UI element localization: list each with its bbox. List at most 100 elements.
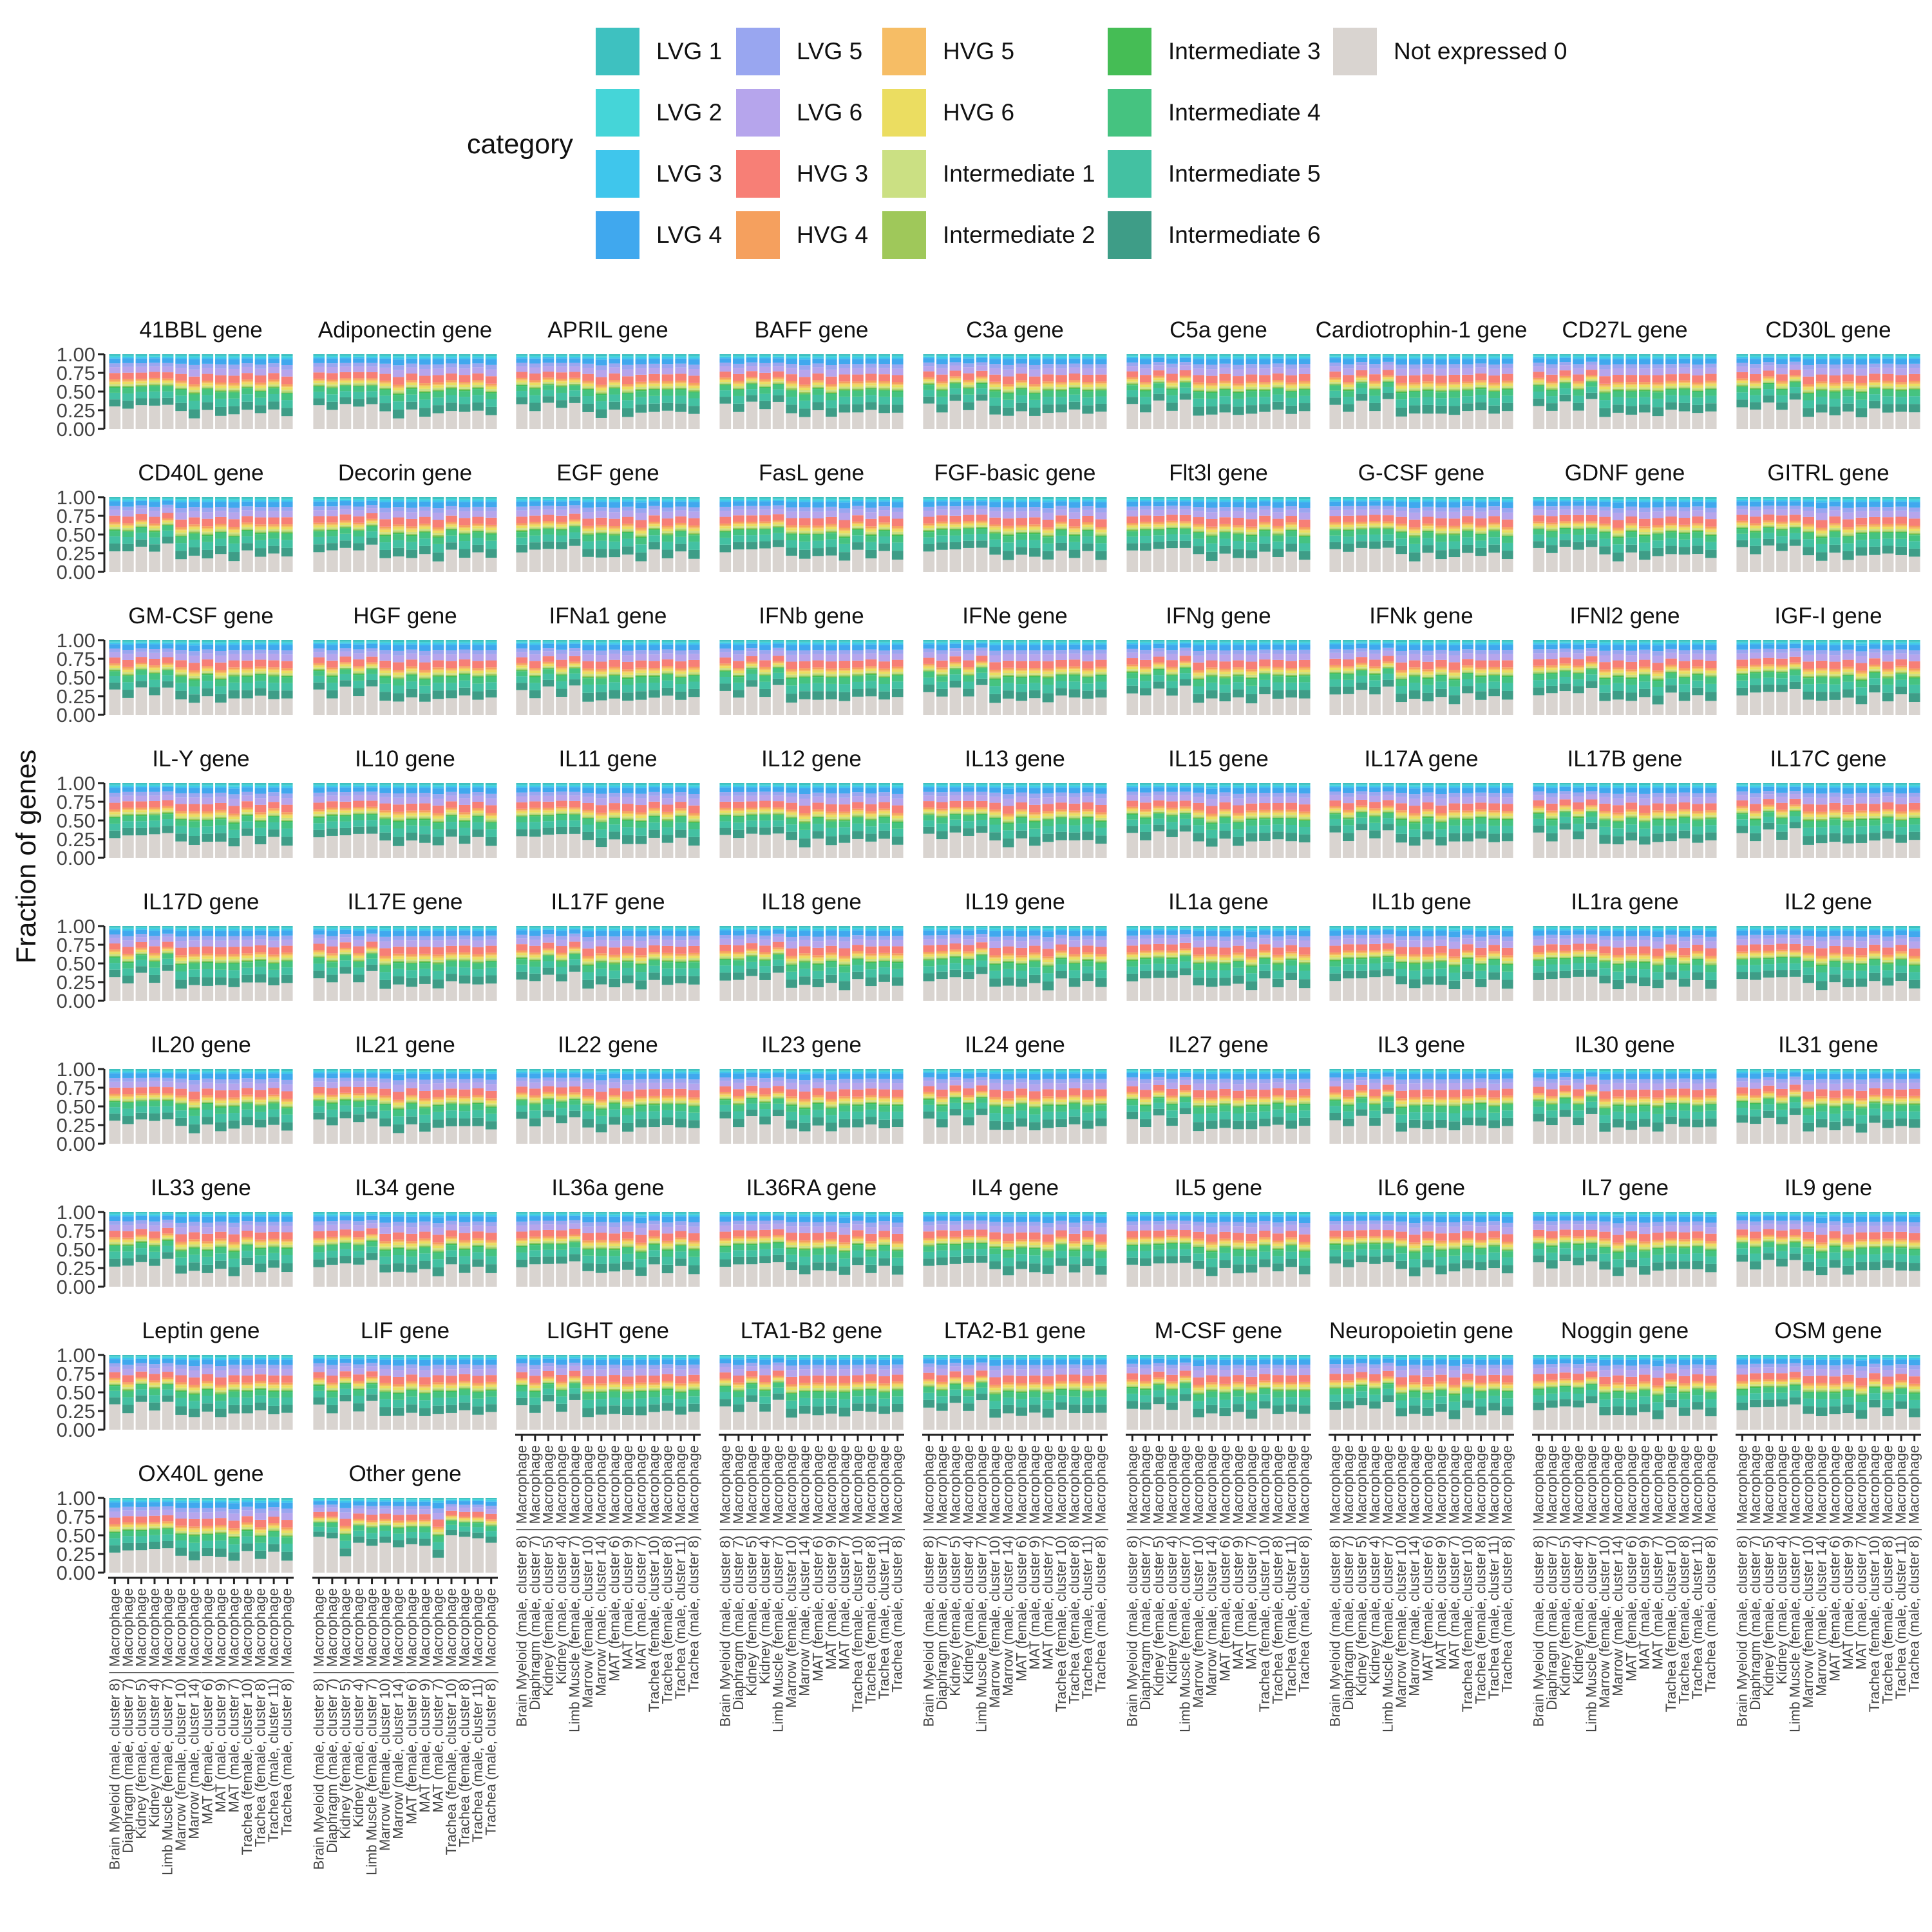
bar-segment (1869, 524, 1880, 526)
bar-segment (989, 354, 1001, 356)
bar-segment (1475, 367, 1487, 374)
bar-segment (569, 380, 581, 383)
bar-segment (1612, 357, 1624, 359)
bar-segment (838, 355, 851, 357)
bar-segment (1475, 383, 1487, 386)
bar-segment (1140, 382, 1151, 384)
bar-segment (228, 497, 240, 499)
bar-segment (162, 358, 174, 363)
bar-segment (392, 527, 404, 530)
bar-segment (162, 499, 174, 501)
bar-segment (485, 354, 497, 356)
bar-segment (1382, 357, 1394, 362)
bar-segment (353, 385, 365, 387)
bar-segment (339, 643, 352, 649)
bar-segment (556, 522, 567, 524)
bar-segment (188, 673, 200, 676)
bar-segment (1126, 498, 1139, 500)
bar-segment (109, 551, 121, 572)
bar-segment (746, 362, 758, 366)
bar-segment (1179, 515, 1191, 522)
bar-segment (1068, 526, 1081, 529)
bar-segment (162, 642, 174, 645)
bar-segment (1382, 386, 1394, 393)
bar-segment (772, 371, 784, 377)
bar-segment (542, 358, 554, 363)
bar-segment (135, 526, 147, 528)
bar-segment (1501, 395, 1513, 403)
bar-segment (786, 533, 797, 535)
bar-segment (529, 498, 541, 500)
bar-segment (542, 396, 554, 403)
bar-segment (242, 640, 253, 642)
bar-segment (1140, 383, 1151, 385)
bar-segment (542, 535, 554, 542)
bar-segment (432, 397, 444, 406)
bar-segment (878, 497, 890, 499)
bar-segment (1272, 355, 1284, 357)
bar-segment (759, 528, 771, 530)
bar-segment (202, 410, 214, 429)
bar-segment (281, 359, 293, 365)
bar-segment (1692, 532, 1703, 538)
bar-segment (406, 388, 418, 390)
bar-segment (215, 385, 227, 388)
bar-segment (1736, 386, 1748, 393)
bar-segment (122, 363, 134, 367)
bar-segment (1343, 412, 1354, 429)
bar-segment (313, 392, 325, 399)
bar-segment (1475, 402, 1487, 411)
bar-segment (1166, 540, 1178, 549)
bar-segment (1750, 374, 1761, 381)
bar-segment (1422, 510, 1434, 517)
bar-segment (339, 527, 352, 529)
bar-segment (228, 535, 240, 537)
bar-segment (556, 383, 567, 386)
bar-segment (746, 498, 758, 500)
bar-segment (1705, 528, 1717, 530)
bar-segment (1435, 390, 1447, 392)
bar-segment (1259, 359, 1271, 365)
bar-segment (1803, 369, 1814, 377)
bar-segment (1462, 354, 1473, 356)
bar-segment (923, 362, 935, 366)
bar-segment (582, 367, 594, 374)
bar-segment (609, 357, 621, 359)
bar-segment (1895, 383, 1907, 385)
bar-segment (1736, 363, 1748, 367)
bar-segment (772, 524, 784, 526)
bar-segment (865, 355, 877, 357)
bar-segment (1068, 512, 1081, 519)
bar-segment (1298, 374, 1311, 381)
bar-segment (1639, 375, 1651, 383)
legend-item: Intermediate 2 (882, 209, 1095, 261)
bar-segment (353, 358, 365, 363)
bar-segment (281, 533, 293, 540)
bar-segment (1002, 531, 1014, 534)
bar-segment (1829, 391, 1841, 393)
bar-segment (1140, 530, 1151, 536)
bar-segment (963, 497, 974, 499)
bar-segment (1763, 522, 1775, 523)
bar-segment (419, 662, 431, 670)
bar-segment (313, 689, 325, 715)
bar-segment (1573, 381, 1584, 383)
bar-segment (1206, 543, 1218, 552)
bar-segment (891, 390, 904, 392)
bar-segment (786, 383, 797, 384)
bar-segment (228, 675, 240, 677)
bar-segment (1448, 557, 1461, 572)
bar-segment (609, 386, 621, 388)
bar-segment (109, 381, 121, 383)
bar-segment (419, 650, 431, 656)
bar-segment (446, 524, 457, 527)
bar-segment (459, 670, 471, 673)
bar-segment (254, 354, 267, 356)
bar-segment (786, 390, 797, 397)
bar-segment (923, 403, 935, 429)
facet-title: IFNa1 gene (549, 603, 667, 629)
bar-segment (188, 680, 200, 687)
bar-segment (799, 408, 811, 417)
bar-segment (472, 528, 484, 531)
bar-segment (1855, 526, 1868, 528)
